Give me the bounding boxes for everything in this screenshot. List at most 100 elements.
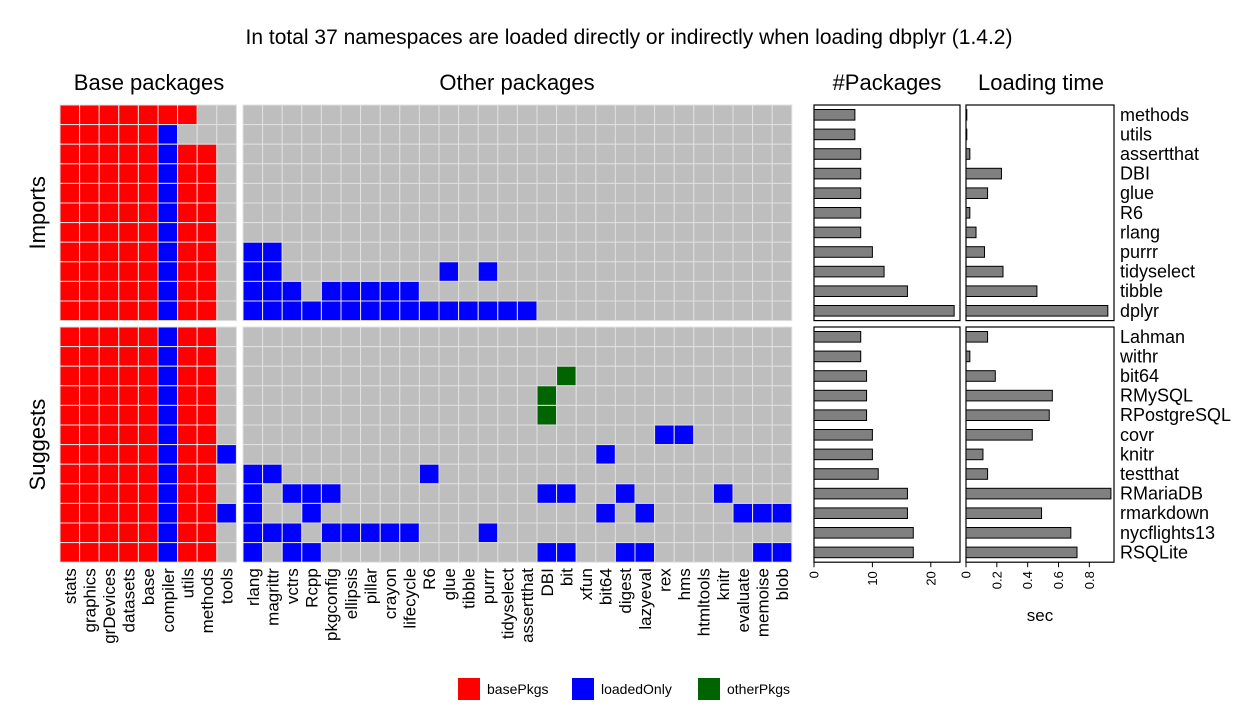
other-tile-glue-memoise — [752, 182, 773, 204]
other-tile-rlang-evaluate — [732, 222, 754, 243]
other-tile-rmariadb-bit — [556, 483, 577, 504]
other-tile-rmysql-pkgconfig — [320, 385, 342, 406]
other-tile-rlang-knitr — [712, 222, 734, 243]
other-tile-dplyr-purrr — [477, 300, 499, 322]
other-tile-rlang-digest — [614, 222, 636, 243]
count-bar-rpostgresql — [813, 409, 868, 421]
other-tile-rsqlite-bit — [556, 542, 577, 563]
row-label-lahman: Lahman — [1120, 327, 1185, 347]
base-tile-methods-datasets — [118, 104, 139, 126]
base-tile-rmysql-graphics — [79, 385, 100, 406]
other-tile-nycflights13-glue — [438, 522, 460, 544]
base-tile-rpostgresql-compiler — [157, 404, 179, 426]
other-tile-rmarkdown-rlang — [242, 502, 264, 524]
base-tile-testthat-base — [137, 463, 159, 485]
other-tile-glue-knitr — [712, 182, 734, 204]
base-tile-rsqlite-grdevices — [98, 542, 120, 563]
other-tile-glue-magrittr — [262, 182, 283, 204]
other-tile-tibble-htmltools — [693, 280, 714, 302]
other-tile-rsqlite-rex — [654, 542, 675, 563]
other-tile-rmariadb-pillar — [360, 483, 381, 504]
time-tick-label-3: 0.6 — [1051, 571, 1066, 589]
base-tile-covr-base — [137, 424, 159, 446]
time-bar-nycflights13 — [965, 527, 1072, 539]
other-tile-nycflights13-hms — [673, 522, 695, 544]
base-tile-tibble-methods — [196, 280, 218, 302]
base-tile-covr-utils — [177, 424, 198, 446]
other-tile-rsqlite-bit64 — [595, 542, 616, 563]
other-tile-rsqlite-rlang — [242, 542, 264, 563]
base-tile-r6-stats — [59, 202, 81, 224]
other-tile-nycflights13-lazyeval — [634, 522, 656, 544]
other-tile-utils-purrr — [477, 124, 499, 145]
other-tile-utils-crayon — [379, 124, 401, 145]
other-tile-rmariadb-rlang — [242, 483, 264, 504]
other-tile-dbi-r6 — [418, 163, 440, 184]
other-tile-assertthat-pillar — [360, 143, 381, 165]
time-bar-tidyselect — [965, 265, 1004, 278]
other-tile-rlang-rlang — [242, 222, 264, 243]
other-tile-lahman-lazyeval — [634, 326, 656, 348]
other-tile-glue-pillar — [360, 182, 381, 204]
other-tile-rlang-rcpp — [301, 222, 322, 243]
other-tile-tidyselect-bit — [556, 261, 577, 282]
base-tile-tibble-tools — [216, 280, 237, 302]
other-tile-r6-htmltools — [693, 202, 714, 224]
other-tile-lahman-dbi — [536, 326, 558, 348]
other-tile-testthat-knitr — [712, 463, 734, 485]
other-tile-utils-vctrs — [281, 124, 303, 145]
other-tile-covr-digest — [614, 424, 636, 446]
base-col-label-grdevices: grDevices — [100, 568, 119, 644]
other-tile-rmarkdown-bit64 — [595, 502, 616, 524]
base-tile-rmariadb-methods — [196, 483, 218, 504]
other-tile-dbi-blob — [771, 163, 793, 184]
other-tile-rmysql-tidyselect — [497, 385, 518, 406]
other-tile-methods-pillar — [360, 104, 381, 126]
other-tile-bit64-memoise — [752, 365, 773, 387]
other-tile-knitr-bit64 — [595, 444, 616, 465]
time-bar-testthat — [965, 468, 989, 480]
other-tile-rmysql-xfun — [575, 385, 597, 406]
other-tile-nycflights13-bit — [556, 522, 577, 544]
other-tile-purrr-rcpp — [301, 241, 322, 263]
other-tile-lahman-rex — [654, 326, 675, 348]
other-tile-methods-tibble — [458, 104, 479, 126]
other-tile-rlang-magrittr — [262, 222, 283, 243]
other-tile-knitr-pillar — [360, 444, 381, 465]
other-tile-bit64-tidyselect — [497, 365, 518, 387]
base-tile-covr-graphics — [79, 424, 100, 446]
time-bar-rpostgresql — [965, 409, 1050, 421]
other-tile-glue-evaluate — [732, 182, 754, 204]
other-col-label-tibble: tibble — [459, 568, 478, 609]
other-tile-rpostgresql-hms — [673, 404, 695, 426]
other-tile-lahman-bit — [556, 326, 577, 348]
base-tile-glue-methods — [196, 182, 218, 204]
other-tile-utils-pkgconfig — [320, 124, 342, 145]
other-tile-rpostgresql-rlang — [242, 404, 264, 426]
other-tile-lahman-pkgconfig — [320, 326, 342, 348]
base-tile-dplyr-compiler — [157, 300, 179, 322]
base-tile-assertthat-tools — [216, 143, 237, 165]
other-tile-assertthat-pkgconfig — [320, 143, 342, 165]
other-tile-tibble-blob — [771, 280, 793, 302]
other-tile-covr-bit — [556, 424, 577, 446]
other-tile-tibble-glue — [438, 280, 460, 302]
other-tile-rpostgresql-evaluate — [732, 404, 754, 426]
other-col-label-lifecycle: lifecycle — [401, 568, 420, 628]
base-tile-rmarkdown-grdevices — [98, 502, 120, 524]
count-bar-withr — [813, 350, 862, 363]
other-tile-lahman-assertthat — [516, 326, 538, 348]
other-tile-rlang-pkgconfig — [320, 222, 342, 243]
base-tile-lahman-utils — [177, 326, 198, 348]
base-tile-rsqlite-compiler — [157, 542, 179, 563]
other-tile-bit64-dbi — [536, 365, 558, 387]
base-tile-dbi-compiler — [157, 163, 179, 184]
count-tick-label-2: 20 — [923, 571, 938, 585]
base-tile-assertthat-base — [137, 143, 159, 165]
other-tile-r6-bit64 — [595, 202, 616, 224]
base-tile-rsqlite-stats — [59, 542, 81, 563]
other-tile-rsqlite-memoise — [752, 542, 773, 563]
other-tile-withr-bit64 — [595, 346, 616, 367]
other-tile-testthat-magrittr — [262, 463, 283, 485]
base-tile-bit64-datasets — [118, 365, 139, 387]
